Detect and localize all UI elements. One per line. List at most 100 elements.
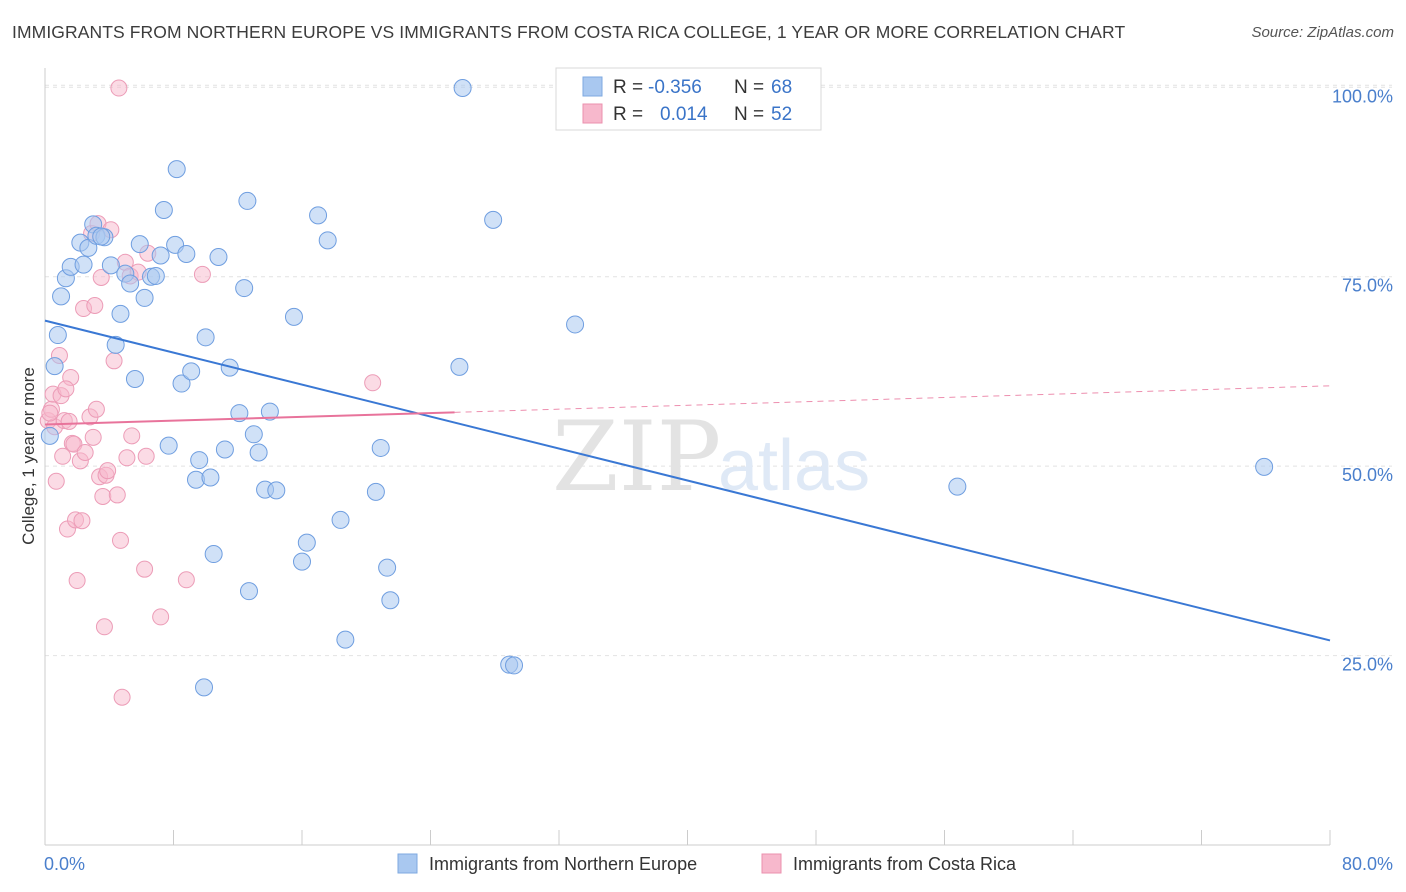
watermark: ZIP atlas bbox=[552, 401, 870, 513]
northern-europe-point-51 bbox=[331, 510, 350, 529]
northern-europe-point-16 bbox=[125, 369, 144, 388]
northern-europe-point-11 bbox=[101, 256, 120, 275]
costa-rica-point-46 bbox=[152, 608, 170, 626]
northern-europe-point-42 bbox=[249, 443, 268, 462]
legend-n-label-2: N = bbox=[734, 104, 764, 125]
watermark-zip: ZIP bbox=[552, 401, 721, 513]
axes bbox=[44, 68, 1331, 846]
chart-title: IMMIGRANTS FROM NORTHERN EUROPE VS IMMIG… bbox=[12, 22, 1126, 42]
costa-rica-point-22 bbox=[84, 428, 102, 446]
northern-europe-point-34 bbox=[204, 545, 223, 564]
northern-europe-point-65 bbox=[92, 227, 111, 246]
costa-rica-point-7 bbox=[54, 447, 72, 465]
northern-europe-point-23 bbox=[159, 436, 178, 455]
legend-r-value-1: -0.356 bbox=[648, 77, 702, 98]
northern-europe-point-50 bbox=[318, 231, 337, 250]
costa-rica-point-27 bbox=[92, 268, 110, 286]
bottom-legend-label-blue: Immigrants from Northern Europe bbox=[429, 854, 697, 874]
northern-europe-point-35 bbox=[209, 247, 228, 266]
costa-rica-point-28 bbox=[94, 487, 112, 505]
northern-europe-point-25 bbox=[167, 160, 186, 179]
y-tick-label-3: 100.0% bbox=[1332, 86, 1393, 106]
source-credit: Source: ZipAtlas.com bbox=[1251, 24, 1394, 41]
y-tick-label-0: 25.0% bbox=[1342, 655, 1393, 675]
costa-rica-point-43 bbox=[136, 560, 154, 578]
legend-swatch-pink bbox=[582, 103, 603, 124]
costa-rica-point-19 bbox=[76, 443, 94, 461]
costa-rica-point-47 bbox=[177, 571, 195, 589]
northern-europe-point-61 bbox=[505, 656, 524, 675]
costa-rica-point-39 bbox=[118, 449, 136, 467]
legend-r-label-2: R = bbox=[613, 104, 643, 125]
northern-europe-point-54 bbox=[371, 438, 390, 457]
northern-europe-point-40 bbox=[238, 191, 257, 210]
northern-europe-point-36 bbox=[215, 440, 234, 459]
northern-europe-point-32 bbox=[196, 328, 215, 347]
northern-europe-point-63 bbox=[948, 477, 967, 496]
x-tick-labels: 0.0% 80.0% bbox=[44, 854, 1393, 874]
costa-rica-point-17 bbox=[73, 512, 91, 530]
northern-europe-point-12 bbox=[106, 335, 125, 354]
northern-europe-trend-line bbox=[44, 319, 1331, 642]
northern-europe-point-46 bbox=[284, 307, 303, 326]
costa-rica-point-37 bbox=[113, 688, 131, 706]
northern-europe-point-52 bbox=[336, 630, 355, 649]
northern-europe-point-56 bbox=[381, 591, 400, 610]
costa-rica-trend-line bbox=[44, 411, 455, 426]
northern-europe-point-26 bbox=[172, 374, 191, 393]
northern-europe-point-55 bbox=[378, 558, 397, 577]
y-tick-label-2: 75.0% bbox=[1342, 276, 1393, 296]
y-tick-label-1: 50.0% bbox=[1342, 465, 1393, 485]
northern-europe-point-21 bbox=[151, 246, 170, 265]
trend-lines bbox=[44, 319, 1331, 642]
costa-rica-point-41 bbox=[123, 427, 141, 445]
northern-europe-point-1 bbox=[48, 326, 67, 345]
northern-europe-point-18 bbox=[135, 288, 154, 307]
northern-europe-point-66 bbox=[74, 255, 93, 274]
costa-rica-trend-extension bbox=[454, 385, 1331, 413]
northern-europe-point-59 bbox=[484, 210, 503, 229]
northern-europe-point-20 bbox=[146, 266, 165, 285]
northern-europe-point-47 bbox=[293, 552, 311, 571]
northern-europe-point-67 bbox=[235, 279, 254, 298]
northern-europe-point-3 bbox=[52, 287, 71, 306]
legend-n-value-1: 68 bbox=[771, 77, 792, 98]
northern-europe-point-13 bbox=[111, 304, 130, 323]
northern-europe-point-38 bbox=[230, 404, 249, 423]
costa-rica-point-50 bbox=[41, 404, 59, 422]
costa-rica-point-15 bbox=[68, 572, 86, 590]
costa-rica-points bbox=[39, 79, 382, 706]
costa-rica-point-49 bbox=[364, 374, 382, 392]
legend-r-label-1: R = bbox=[613, 77, 643, 98]
northern-europe-point-30 bbox=[190, 451, 209, 470]
legend-swatch-blue bbox=[582, 76, 603, 97]
northern-europe-point-64 bbox=[1255, 457, 1274, 476]
bottom-legend-label-pink: Immigrants from Costa Rica bbox=[793, 854, 1017, 874]
legend-box: R = -0.356 N = 68 R = 0.014 N = 52 bbox=[555, 67, 822, 131]
costa-rica-point-24 bbox=[87, 400, 105, 418]
northern-europe-point-48 bbox=[297, 533, 316, 552]
bottom-legend: Immigrants from Northern Europe Immigran… bbox=[397, 853, 1017, 874]
x-tick-label-1: 80.0% bbox=[1342, 854, 1393, 874]
bottom-legend-swatch-blue bbox=[397, 853, 418, 874]
northern-europe-point-33 bbox=[201, 468, 220, 487]
costa-rica-point-48 bbox=[193, 265, 211, 283]
costa-rica-point-35 bbox=[110, 79, 128, 97]
watermark-atlas: atlas bbox=[718, 426, 870, 506]
costa-rica-point-34 bbox=[108, 486, 126, 504]
northern-europe-point-44 bbox=[260, 402, 279, 421]
northern-europe-point-39 bbox=[239, 582, 258, 601]
costa-rica-point-44 bbox=[137, 447, 155, 465]
costa-rica-point-33 bbox=[105, 352, 123, 370]
costa-rica-point-51 bbox=[57, 380, 75, 398]
northern-europe-point-49 bbox=[309, 206, 328, 225]
bottom-legend-swatch-pink bbox=[761, 853, 782, 874]
legend-r-value-2: 0.014 bbox=[660, 104, 708, 125]
northern-europe-point-62 bbox=[566, 315, 585, 334]
northern-europe-point-27 bbox=[177, 244, 196, 263]
y-tick-labels: 25.0% 50.0% 75.0% 100.0% bbox=[1332, 86, 1393, 674]
northern-europe-point-2 bbox=[45, 357, 64, 376]
costa-rica-point-36 bbox=[111, 531, 129, 549]
legend-n-value-2: 52 bbox=[771, 104, 792, 125]
